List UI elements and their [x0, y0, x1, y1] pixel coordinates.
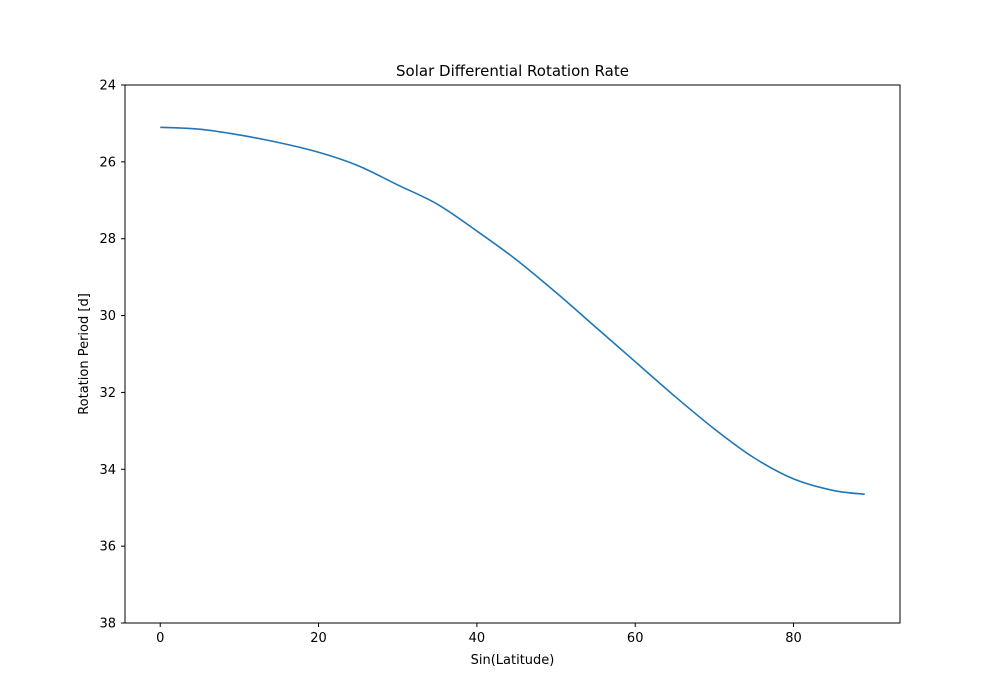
rotation-period-line [160, 126, 865, 496]
x-tick-label: 60 [627, 631, 644, 646]
axis-ticks: 0 20 40 60 80 24 26 28 30 32 34 36 38 [99, 79, 801, 647]
y-tick-label: 30 [99, 309, 116, 324]
y-axis-label: Rotation Period [d] [77, 293, 92, 415]
x-tick-label: 40 [469, 631, 486, 646]
x-tick-label: 0 [156, 631, 164, 646]
y-tick-label: 24 [99, 79, 116, 94]
y-tick-label: 32 [99, 386, 116, 401]
y-tick-label: 36 [99, 540, 116, 555]
x-axis-label: Sin(Latitude) [471, 653, 555, 668]
y-tick-label: 34 [99, 463, 116, 478]
y-tick-label: 38 [99, 617, 116, 632]
y-tick-label: 26 [99, 155, 116, 170]
plot-frame [124, 84, 901, 624]
x-tick-label: 80 [785, 631, 802, 646]
series-layer [160, 126, 865, 496]
x-tick-label: 20 [310, 631, 327, 646]
chart-title: Solar Differential Rotation Rate [396, 62, 629, 80]
y-tick-label: 28 [99, 232, 116, 247]
